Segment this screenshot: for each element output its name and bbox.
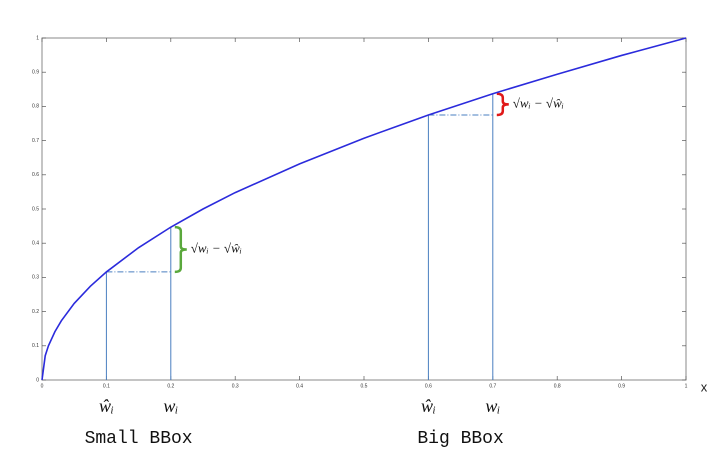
w-label: wᵢ — [163, 396, 178, 416]
w-label: wᵢ — [485, 396, 500, 416]
y-tick-label: 0.6 — [32, 172, 39, 178]
x-tick-label: 1 — [685, 383, 688, 389]
x-tick-label: 0.1 — [103, 383, 110, 389]
hat-label: ŵᵢ — [99, 396, 114, 416]
x-tick-label: 0.7 — [489, 383, 496, 389]
x-tick-label: 0.3 — [232, 383, 239, 389]
y-tick-label: 0.9 — [32, 70, 39, 76]
group-label: Big BBox — [417, 429, 503, 449]
y-tick-label: 0.1 — [32, 343, 39, 349]
x-tick-label: 0.9 — [618, 383, 625, 389]
x-tick-label: 0.2 — [167, 383, 174, 389]
y-tick-label: 0.2 — [32, 309, 39, 315]
y-tick-label: 0.3 — [32, 275, 39, 281]
group-label: Small BBox — [85, 429, 193, 449]
x-tick-label: 0.5 — [361, 383, 368, 389]
diff-label: √wᵢ − √ŵᵢ — [191, 241, 242, 256]
x-axis-label: x — [701, 379, 708, 394]
x-tick-label: 0.4 — [296, 383, 303, 389]
x-tick-label: 0 — [41, 383, 44, 389]
y-tick-label: 0 — [36, 377, 39, 383]
y-tick-label: 0.4 — [32, 241, 39, 247]
y-tick-label: 0.5 — [32, 206, 39, 212]
x-tick-label: 0.8 — [554, 383, 561, 389]
y-tick-label: 1 — [36, 35, 39, 41]
brace — [496, 92, 509, 117]
plot-frame — [41, 37, 687, 381]
y-tick-label: 0.8 — [32, 104, 39, 110]
hat-label: ŵᵢ — [421, 396, 436, 416]
x-tick-label: 0.6 — [425, 383, 432, 389]
diff-label: √wᵢ − √ŵᵢ — [513, 95, 564, 110]
curve — [41, 37, 687, 381]
y-tick-label: 0.7 — [32, 138, 39, 144]
brace — [174, 225, 187, 274]
